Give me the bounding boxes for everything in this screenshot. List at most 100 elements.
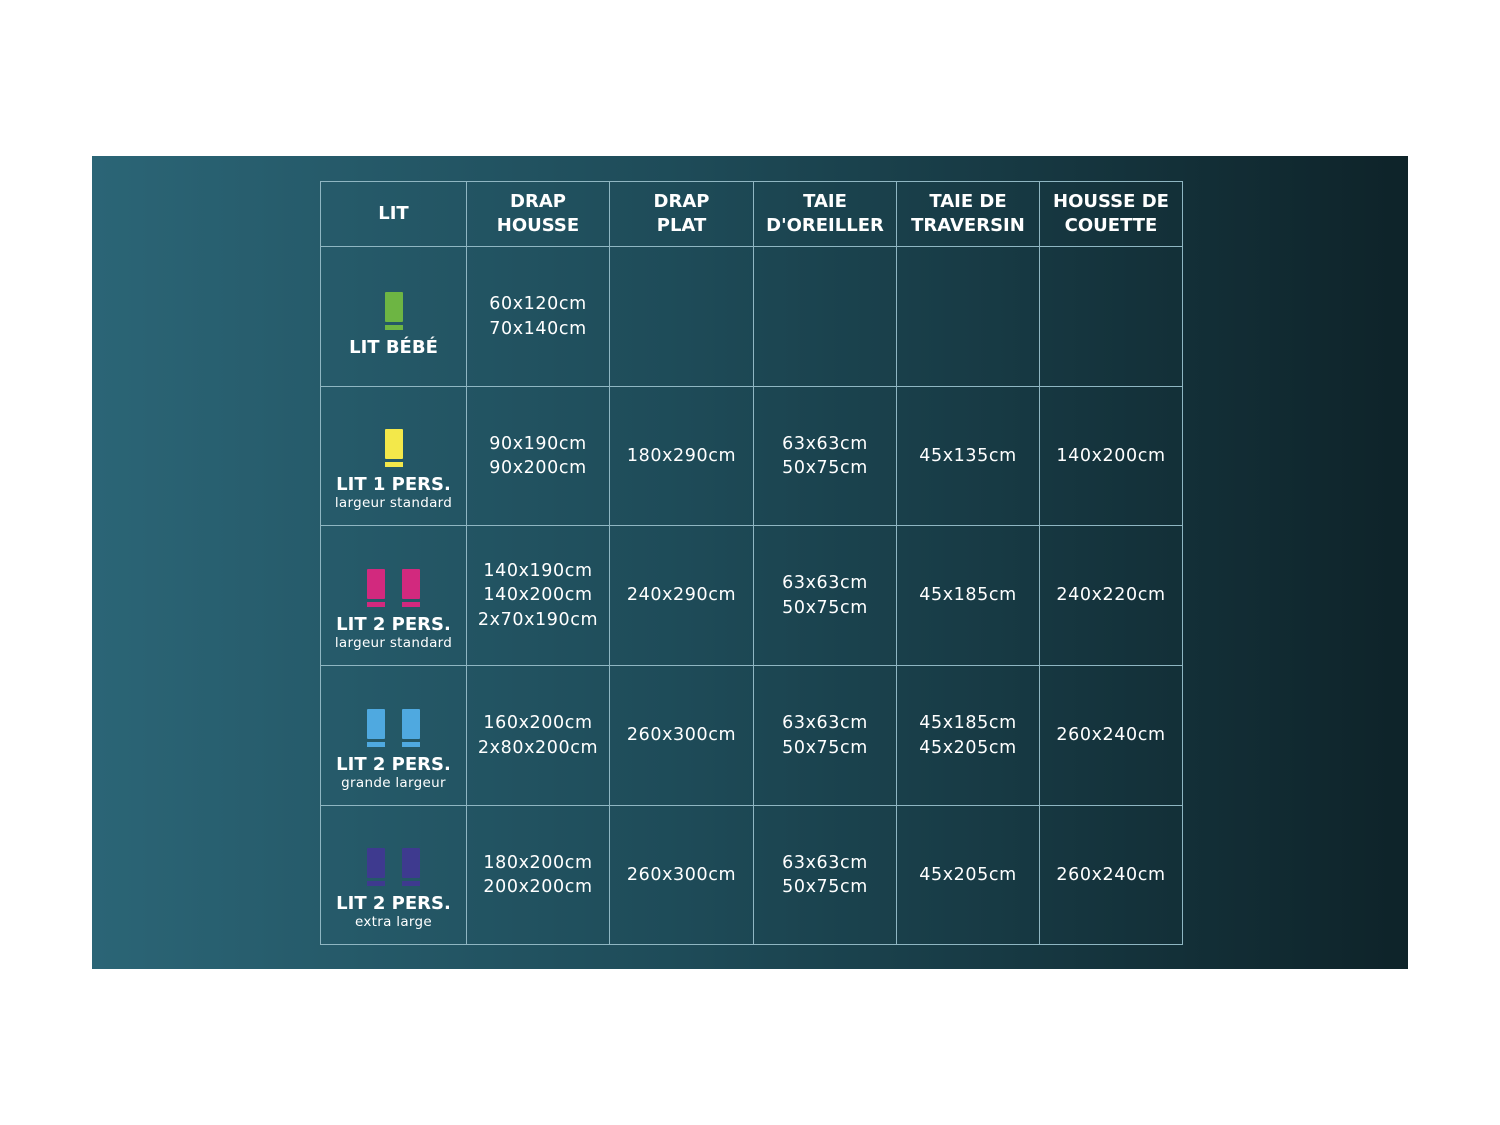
size-value: 2x80x200cm [477,737,599,758]
bed-subtitle: largeur standard [334,635,453,651]
size-value: 45x205cm [919,864,1017,885]
bed-icon [402,848,420,886]
size-cell: 63x63cm 50x75cm [753,525,897,666]
size-cell: 63x63cm 50x75cm [753,665,897,806]
bed-icon [402,709,420,747]
bed-icon-body [367,709,385,739]
size-cell: 45x205cm [896,805,1040,945]
bed-subtitle: extra large [355,914,432,930]
bed-icons [384,429,403,467]
size-cell: 63x63cm 50x75cm [753,805,897,945]
header-text: PLAT [656,215,707,236]
bed-cell: LIT 2 PERS. extra large [320,805,467,945]
size-cell: 90x190cm 90x200cm [466,386,610,526]
bed-icons [367,569,420,607]
header-text: TRAVERSIN [911,215,1025,236]
size-value: 45x205cm [919,737,1017,758]
size-value: 45x185cm [919,585,1017,606]
size-cell: 260x300cm [609,665,754,806]
size-cell: 180x200cm 200x200cm [466,805,610,945]
size-value: 2x70x190cm [477,609,599,630]
size-value: 140x200cm [483,585,593,606]
bed-icon-base [384,462,403,467]
size-cell [1039,246,1183,387]
header-text: LIT [378,203,409,224]
bed-cell: LIT BÉBÉ [320,246,467,387]
size-cell: 180x290cm [609,386,754,526]
header-cell: TAIE D'OREILLER [753,181,897,247]
size-cell: 45x185cm [896,525,1040,666]
bed-icons [367,848,420,886]
bed-icon [367,569,385,607]
bed-icon-body [402,848,420,878]
size-value: 63x63cm [782,573,868,593]
bed-icon [367,848,385,886]
size-cell: 45x135cm [896,386,1040,526]
size-value: 63x63cm [782,852,868,873]
size-cell [896,246,1040,387]
header-text: D'OREILLER [766,215,884,236]
size-value: 50x75cm [782,458,868,478]
size-cell: 160x200cm 2x80x200cm [466,665,610,806]
bed-icon [384,429,403,467]
size-cell: 140x200cm [1039,386,1183,526]
size-value: 200x200cm [483,877,593,897]
size-cell [753,246,897,387]
size-cell: 260x240cm [1039,665,1183,806]
size-cell: 260x300cm [609,805,754,945]
bed-icon-base [402,881,420,886]
bed-icons [384,292,403,330]
header-cell: HOUSSE DE COUETTE [1039,181,1183,247]
size-cell: 140x190cm 140x200cm 2x70x190cm [466,525,610,666]
size-cell: 63x63cm 50x75cm [753,386,897,526]
bed-icon-body [384,429,403,459]
bed-cell: LIT 2 PERS. grande largeur [320,665,467,806]
size-value: 180x290cm [626,445,737,466]
size-value: 45x135cm [919,445,1017,466]
size-value: 50x75cm [782,737,868,758]
bed-icon-body [384,292,403,322]
size-value: 140x190cm [483,560,593,581]
size-value: 45x185cm [919,713,1017,733]
header-text: HOUSSE [496,215,580,236]
bed-name: LIT 1 PERS. [336,474,451,495]
size-value: 260x300cm [626,864,737,885]
size-value: 63x63cm [782,433,868,454]
bed-cell: LIT 1 PERS. largeur standard [320,386,467,526]
size-value: 90x200cm [489,458,587,478]
size-value: 240x290cm [626,585,737,606]
size-value: 70x140cm [489,318,587,339]
size-value: 240x220cm [1056,585,1166,606]
bed-name: LIT 2 PERS. [336,754,451,775]
size-value: 63x63cm [782,713,868,733]
size-value: 50x75cm [782,597,868,618]
bed-icon-base [367,881,385,886]
bed-cell: LIT 2 PERS. largeur standard [320,525,467,666]
bed-icon-body [367,569,385,599]
bed-subtitle: grande largeur [341,775,446,791]
size-cell: 45x185cm 45x205cm [896,665,1040,806]
bed-icon-base [402,602,420,607]
bed-name: LIT 2 PERS. [336,614,451,635]
header-cell: DRAP PLAT [609,181,754,247]
size-value: 140x200cm [1056,445,1166,466]
size-value: 260x240cm [1056,725,1166,746]
bed-icon [384,292,403,330]
size-value: 260x240cm [1056,864,1166,885]
header-text: TAIE DE [929,191,1007,212]
header-text: DRAP [653,191,710,212]
bed-icon [367,709,385,747]
header-text: HOUSSE DE [1053,191,1169,212]
bed-icon-body [402,709,420,739]
bed-icon-base [367,742,385,747]
size-value: 180x200cm [483,852,593,873]
size-cell [609,246,754,387]
size-value: 160x200cm [483,713,593,733]
bed-name: LIT 2 PERS. [336,893,451,914]
size-cell: 240x290cm [609,525,754,666]
header-text: TAIE [803,191,847,212]
bed-icon [402,569,420,607]
size-value: 90x190cm [489,433,587,454]
bed-icon-base [367,602,385,607]
